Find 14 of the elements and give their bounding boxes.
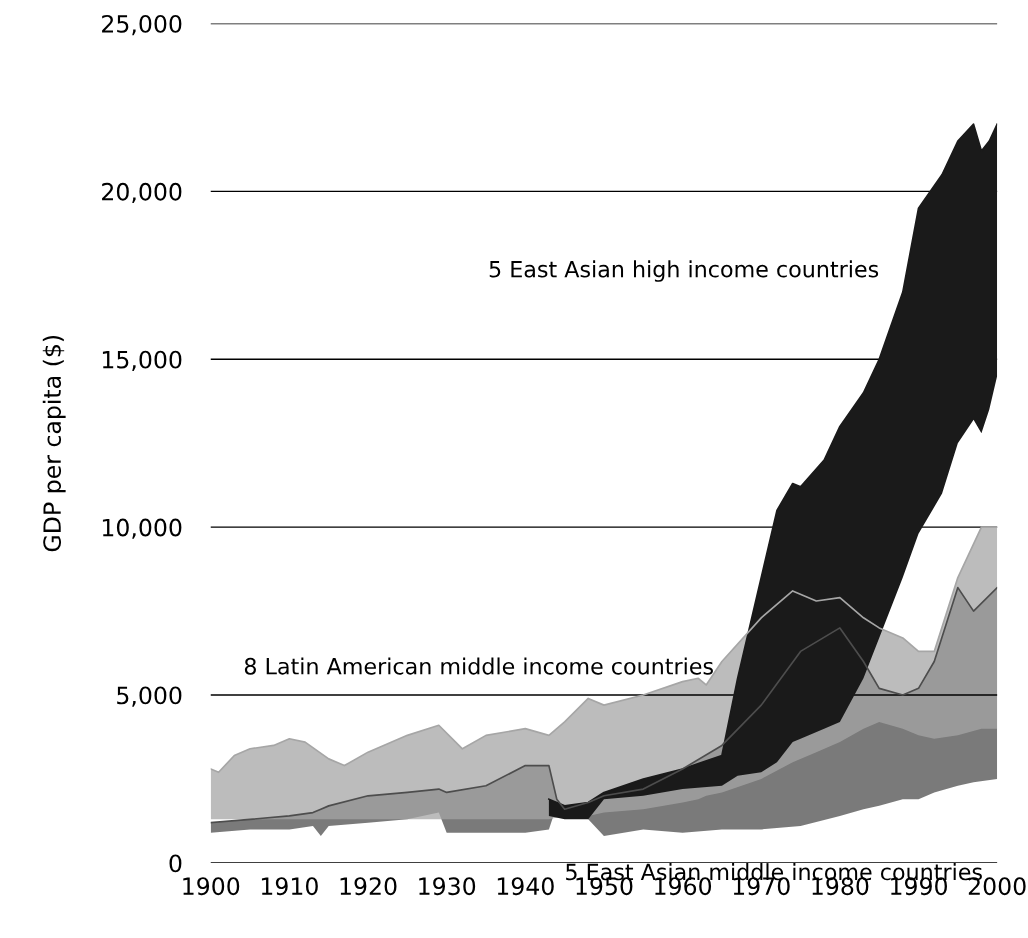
series-label: 5 East Asian high income countries	[489, 260, 879, 282]
x-tick-label: 1920	[340, 877, 397, 896]
x-tick-label: 1930	[419, 877, 476, 896]
y-tick-label: 25,000	[102, 14, 182, 36]
x-tick-label: 1940	[497, 877, 554, 896]
y-tick-label: 20,000	[102, 182, 182, 204]
series-label: 8 Latin American middle income countries	[244, 657, 713, 675]
x-tick-label: 1910	[261, 877, 318, 896]
y-axis-title: GDP per capita ($)	[42, 335, 66, 552]
y-tick-label: 0	[169, 854, 182, 873]
y-tick-label: 5,000	[117, 686, 182, 707]
y-tick-label: 10,000	[102, 518, 182, 539]
y-tick-label: 15,000	[102, 350, 182, 371]
x-tick-label: 1900	[183, 877, 240, 896]
